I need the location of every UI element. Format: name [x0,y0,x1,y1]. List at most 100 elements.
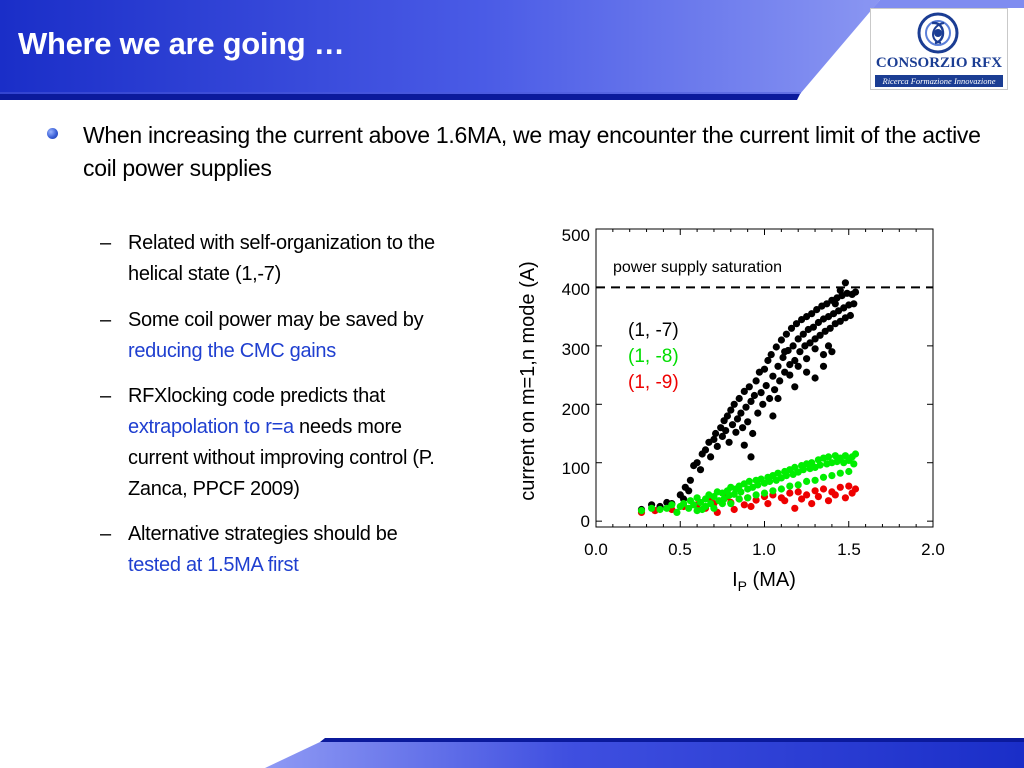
data-point [786,371,794,379]
data-point [693,507,701,515]
data-point [811,476,819,484]
y-tick-label: 100 [562,459,590,478]
data-point [808,310,816,318]
data-point [713,442,721,450]
data-point [766,394,774,403]
header-accent [873,0,1024,8]
data-point [814,318,822,327]
data-point [710,435,718,443]
data-point [814,493,822,501]
data-point [819,362,828,370]
data-point [750,391,758,400]
data-point [841,279,849,287]
data-point [769,412,777,420]
data-point [740,441,748,449]
data-point [710,504,718,512]
data-point [722,427,730,435]
data-point [693,459,701,467]
data-point [757,389,765,397]
data-point [819,351,828,359]
data-point [836,317,844,325]
data-point [747,453,755,461]
rfx-emblem-icon [917,12,959,54]
data-point [831,491,839,499]
legend-entry-1-7: (1, -7) [628,320,679,341]
data-point [680,500,688,508]
data-point [809,323,817,331]
sub-bullet-highlight: reducing the CMC gains [128,340,336,362]
data-point [850,460,858,468]
data-point [735,394,743,403]
data-point [782,472,790,480]
data-point [851,288,860,296]
data-point [791,356,799,365]
data-point [766,477,774,485]
data-point [767,351,775,359]
data-point [732,428,740,436]
data-point [794,335,802,343]
data-point [725,438,733,446]
data-point [823,300,831,308]
data-point [728,421,737,429]
data-point [824,453,833,461]
header-background [0,0,880,94]
data-point [836,286,844,294]
data-point [744,494,752,502]
data-point [806,339,814,347]
data-point [774,362,782,370]
data-point [813,306,821,314]
data-point [811,487,819,495]
consorzio-rfx-logo: CONSORZIO RFX Ricerca Formazione Innovaz… [870,8,1008,90]
data-point [831,300,839,308]
data-point [747,502,755,511]
data-point [850,300,858,308]
data-point [769,372,777,380]
data-point [791,383,799,391]
data-point [745,477,753,485]
data-point [851,450,860,458]
tick-marks [595,228,934,527]
sub-bullet-highlight: extrapolation to r=a [128,416,294,438]
data-point [803,355,811,363]
data-point [760,489,769,497]
x-tick-label: 0.0 [584,540,608,559]
sub-bullet-text: RFXlocking code predicts that extrapolat… [128,381,440,505]
data-point [686,476,694,484]
data-point [737,409,745,417]
data-point [816,461,824,469]
data-point [730,505,738,514]
data-point [760,365,769,373]
data-point [762,382,770,390]
sub-bullet-dash: – [100,523,111,545]
bullet-icon [47,128,58,139]
data-point [754,409,762,417]
data-point [744,418,752,426]
data-point [740,387,748,395]
sub-bullet-segment: Alternative strategies should be [128,523,398,545]
data-point [752,491,760,499]
sub-bullet-text: Some coil power may be saved by reducing… [128,305,456,367]
data-point [685,504,693,512]
data-point [718,500,726,508]
sub-bullet-segment: needs more current without improving con… [128,416,435,500]
data-point [803,477,811,485]
data-point [777,336,785,344]
data-point [739,424,747,432]
plot-points [637,279,860,516]
data-point [826,324,834,332]
data-point [789,342,797,350]
data-point [808,500,816,508]
data-point [648,504,656,512]
logo-tagline: Ricerca Formazione Innovazione [875,75,1003,87]
data-point [816,331,824,339]
data-point [779,353,787,362]
data-point [764,500,772,508]
data-point [836,483,844,491]
legend-entry-1-9: (1, -9) [628,372,679,393]
data-point [752,496,760,504]
y-tick-label: 400 [562,280,590,299]
data-point [791,504,799,512]
data-point [730,400,738,408]
data-point [803,491,811,499]
data-point [747,397,755,405]
